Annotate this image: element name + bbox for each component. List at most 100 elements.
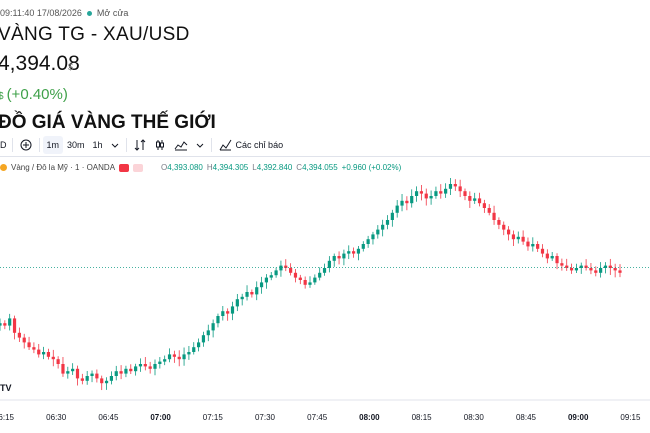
candle: [618, 270, 622, 273]
candle: [134, 366, 138, 372]
candle: [516, 236, 520, 240]
add-symbol-button[interactable]: [16, 136, 36, 154]
candle: [492, 212, 496, 220]
candle: [613, 268, 617, 271]
market-open-dot-icon: [86, 10, 92, 16]
interval-more-button[interactable]: [107, 136, 123, 154]
candle: [390, 212, 394, 220]
time-tick-label: 07:15: [203, 413, 224, 422]
candle: [477, 198, 482, 204]
candle: [104, 380, 109, 384]
time-tick-label: 08:00: [359, 413, 380, 422]
chart-type-area-button[interactable]: [170, 136, 192, 154]
candle: [293, 272, 298, 278]
candle: [405, 200, 409, 204]
candle: [22, 337, 26, 343]
candle: [560, 263, 564, 266]
interval-30m-button[interactable]: 30m: [67, 140, 85, 150]
candle: [284, 265, 288, 268]
current-price: 4,394.08: [0, 52, 80, 75]
candle: [313, 277, 317, 283]
candle: [410, 196, 414, 204]
candle: [414, 191, 419, 196]
candle: [201, 335, 206, 343]
candle: [347, 251, 351, 254]
candle: [27, 342, 31, 348]
price-unit: $: [68, 62, 74, 72]
time-tick-label: 06:30: [46, 413, 67, 422]
candle: [182, 354, 186, 360]
candle: [376, 229, 380, 235]
time-tick-label: 09:15: [620, 413, 641, 422]
candle: [473, 198, 477, 201]
candle: [289, 268, 293, 273]
time-tick-label: 08:45: [516, 413, 537, 422]
time-tick-label: 07:00: [150, 413, 171, 422]
candle: [71, 368, 75, 372]
candle: [540, 248, 545, 254]
interval-1h-button[interactable]: 1h: [92, 140, 103, 150]
candle: [381, 224, 385, 230]
candle: [526, 241, 530, 247]
candle: [482, 203, 486, 208]
legend-symbol[interactable]: Vàng / Đô la Mỹ · 1 · OANDA: [11, 163, 116, 172]
time-tick-label: 07:30: [255, 413, 276, 422]
candle: [124, 368, 128, 374]
candle: [216, 316, 220, 324]
candle: [589, 268, 593, 271]
candle: [448, 184, 453, 189]
candle: [531, 244, 535, 247]
chart-type-candles-button[interactable]: [150, 136, 170, 154]
candle: [506, 229, 511, 235]
candle: [85, 376, 89, 381]
candle: [536, 244, 540, 249]
time-tick-label: 07:45: [307, 413, 328, 422]
price-change: $ (+0.40%): [0, 86, 68, 103]
candle: [444, 188, 448, 194]
candle: [429, 196, 433, 199]
indicators-button[interactable]: Các chỉ báo: [215, 136, 288, 154]
candle: [51, 356, 55, 360]
candle: [206, 330, 210, 336]
candle: [366, 239, 370, 244]
candle: [463, 191, 467, 196]
time-axis: 06:15 06:30 06:45 07:00 07:15 07:30 07:45 08:00…: [0, 413, 641, 422]
time-tick-label: 08:15: [412, 413, 433, 422]
tradingview-logo: TV: [0, 383, 12, 393]
candle: [439, 191, 443, 194]
legend-open: 4,393.080: [167, 163, 203, 172]
legend-low: 4,392.840: [256, 163, 293, 172]
candle: [264, 277, 269, 283]
price-chart[interactable]: 06:15 06:30 06:45 07:00 07:15 07:30 07:45 08:00…: [0, 176, 650, 433]
candle: [66, 371, 70, 374]
legend-high: 4,394.305: [212, 163, 249, 172]
candle: [196, 342, 201, 348]
candles-icon: [155, 140, 164, 150]
candle-series: [0, 177, 622, 391]
chevron-down-icon: [111, 143, 118, 148]
candle: [351, 251, 356, 254]
candle: [395, 205, 399, 213]
compare-icon: [134, 139, 145, 151]
candle: [318, 272, 322, 278]
area-chart-icon: [174, 141, 187, 151]
candle: [61, 364, 65, 374]
candle: [385, 220, 390, 225]
candle: [129, 368, 133, 372]
time-tick-label: 06:15: [0, 413, 15, 422]
candle: [95, 373, 99, 379]
sell-badge-icon[interactable]: [119, 163, 130, 172]
interval-1m-button[interactable]: 1m: [42, 136, 64, 154]
interval-dropdown[interactable]: D: [0, 140, 7, 150]
chart-type-more-button[interactable]: [192, 136, 208, 154]
candle: [303, 280, 307, 285]
indicators-icon: [219, 139, 231, 151]
candle: [230, 306, 235, 314]
candle: [511, 234, 516, 240]
candle: [167, 354, 172, 360]
candle: [332, 256, 336, 261]
candle: [153, 364, 157, 369]
candle: [502, 224, 506, 230]
compare-button[interactable]: [130, 136, 150, 154]
candle: [250, 292, 254, 295]
